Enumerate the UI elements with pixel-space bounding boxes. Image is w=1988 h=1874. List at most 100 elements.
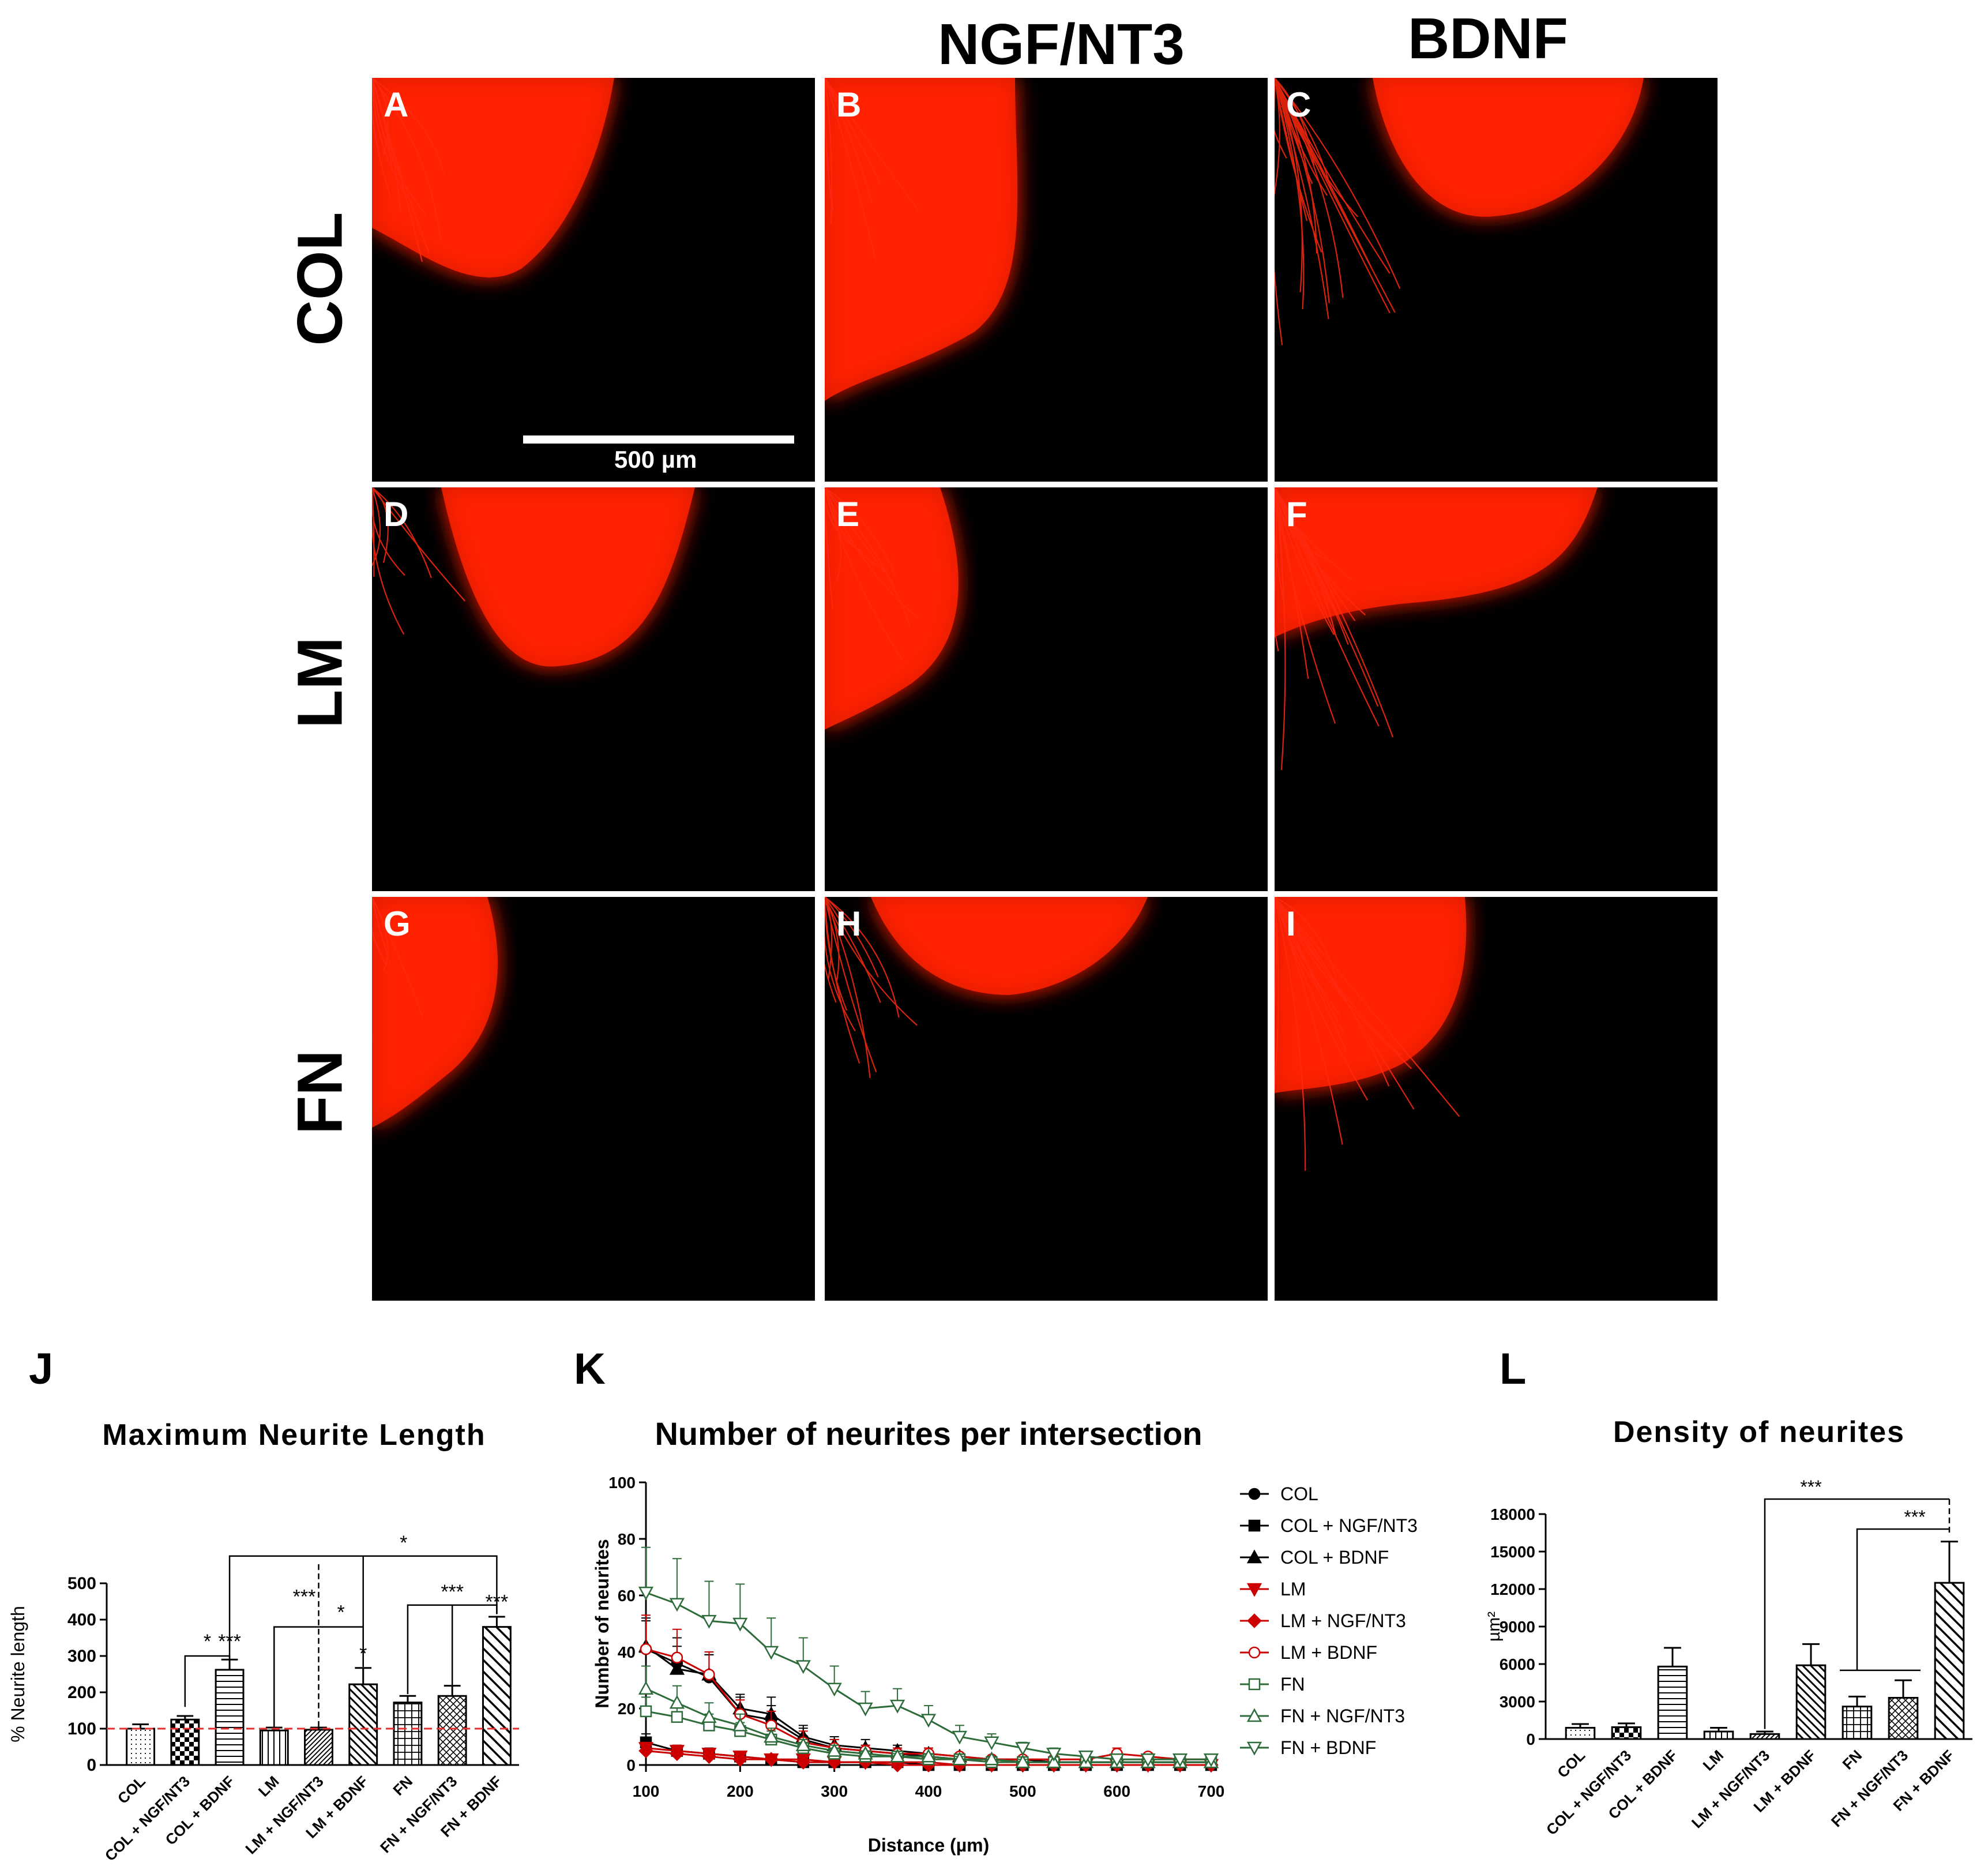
explant-core	[1373, 78, 1644, 217]
significance-label: *	[337, 1602, 344, 1624]
x-tick-label: 600	[1103, 1782, 1130, 1800]
neurite	[825, 897, 833, 981]
neurite-group	[1275, 487, 1394, 770]
data-point	[701, 1709, 717, 1723]
bar	[170, 1718, 200, 1766]
x-tick-label: FN	[1839, 1747, 1866, 1773]
x-tick-label: COL	[114, 1772, 149, 1807]
bar	[393, 1702, 423, 1766]
neurite	[372, 78, 413, 205]
bar	[1749, 1733, 1780, 1740]
data-point	[920, 1748, 937, 1763]
explant-core	[871, 897, 1148, 995]
panel-letter-j: J	[29, 1345, 54, 1394]
neurite	[372, 897, 392, 964]
micrograph-image	[825, 487, 959, 730]
micrograph-image	[1275, 487, 1598, 770]
y-tick-label: 300	[67, 1647, 96, 1666]
series-line-group	[638, 1617, 1219, 1768]
micrograph-panel: E	[825, 487, 1268, 891]
neurite	[372, 78, 445, 174]
data-point	[1109, 1753, 1125, 1767]
bar	[1934, 1582, 1965, 1740]
data-point	[1172, 1753, 1188, 1767]
neurite	[1275, 78, 1344, 298]
y-tick-label: 15000	[1490, 1543, 1535, 1561]
significance-bracket	[1764, 1498, 1949, 1729]
x-tick-label: 700	[1198, 1782, 1225, 1800]
neurite	[825, 897, 881, 1003]
neurite	[825, 897, 837, 1003]
bar	[1842, 1706, 1873, 1740]
x-tick-label: LM + NGF/NT3	[242, 1772, 326, 1857]
x-axis-label: Distance (µm)	[868, 1835, 989, 1856]
data-point	[638, 1743, 653, 1759]
data-point	[671, 1651, 683, 1664]
bar	[1657, 1665, 1688, 1740]
x-tick-label: 300	[821, 1782, 848, 1800]
neurite	[1275, 487, 1380, 727]
series-line	[645, 1591, 1211, 1760]
neurite	[825, 897, 856, 1032]
data-point	[638, 1586, 654, 1601]
y-axis-label: % Neurite length	[7, 1606, 28, 1742]
neurite	[1275, 487, 1279, 652]
bar	[259, 1729, 289, 1766]
significance-label: ***	[293, 1586, 316, 1608]
neurite-group	[825, 897, 918, 1079]
legend-label: COL + BDNF	[1280, 1547, 1389, 1568]
bar	[1565, 1727, 1596, 1740]
micrograph-image	[825, 78, 1018, 401]
data-point	[764, 1752, 779, 1767]
micrograph-image	[372, 78, 614, 277]
micrograph-panel: B	[825, 78, 1268, 482]
neurite	[825, 78, 877, 261]
neurite	[825, 897, 860, 1064]
significance-bracket	[1856, 1528, 1949, 1670]
x-tick-label: COL + NGF/NT3	[1543, 1747, 1634, 1838]
data-point	[670, 1746, 685, 1762]
bar	[1888, 1697, 1919, 1740]
significance-label: ***	[486, 1591, 509, 1613]
legend-marker	[1246, 1583, 1262, 1597]
data-point	[1046, 1748, 1062, 1762]
data-point	[1078, 1751, 1093, 1764]
significance-label: ***	[1800, 1477, 1821, 1497]
neurite	[1275, 897, 1343, 1145]
neurite	[1275, 78, 1401, 289]
explant-core	[372, 78, 614, 277]
panel-letter-l: L	[1500, 1345, 1527, 1394]
explant-core	[441, 487, 695, 667]
micrograph-panel: F	[1275, 487, 1718, 891]
panel-label: A	[384, 85, 409, 124]
bar	[1611, 1726, 1642, 1740]
micrograph-panel: A 500 µm	[372, 78, 815, 482]
legend-label: FN + NGF/NT3	[1280, 1706, 1405, 1726]
data-point	[669, 1598, 685, 1612]
bar	[482, 1626, 512, 1766]
data-point	[920, 1714, 937, 1728]
micrograph-image	[1275, 78, 1644, 345]
legend-label: COL + NGF/NT3	[1280, 1515, 1418, 1536]
data-point	[669, 1661, 685, 1675]
data-point	[703, 1668, 715, 1681]
data-point	[732, 1617, 748, 1632]
explant-core	[1275, 897, 1467, 1093]
neurite	[1275, 78, 1329, 320]
neurite	[1275, 78, 1305, 309]
panel-label: D	[384, 495, 409, 534]
y-tick-label: 18000	[1490, 1505, 1535, 1523]
neurite	[825, 78, 919, 211]
neurite	[1275, 897, 1415, 1110]
data-point	[640, 1705, 652, 1718]
chart-neurites-per-intersection: Number of neurites per intersection Numbe…	[592, 1415, 1418, 1856]
chart-density-of-neurites: Density of neurites µm² 0 3000 6000 9000 12000…	[1485, 1415, 1972, 1838]
neurite	[825, 897, 840, 983]
data-point	[764, 1646, 779, 1660]
panel-letter-k: K	[574, 1345, 606, 1394]
scale-bar-label: 500 µm	[614, 446, 697, 473]
data-point	[1140, 1753, 1156, 1767]
legend-marker	[1248, 1519, 1261, 1532]
neurite	[372, 897, 424, 1018]
micrograph-image	[372, 897, 498, 1128]
